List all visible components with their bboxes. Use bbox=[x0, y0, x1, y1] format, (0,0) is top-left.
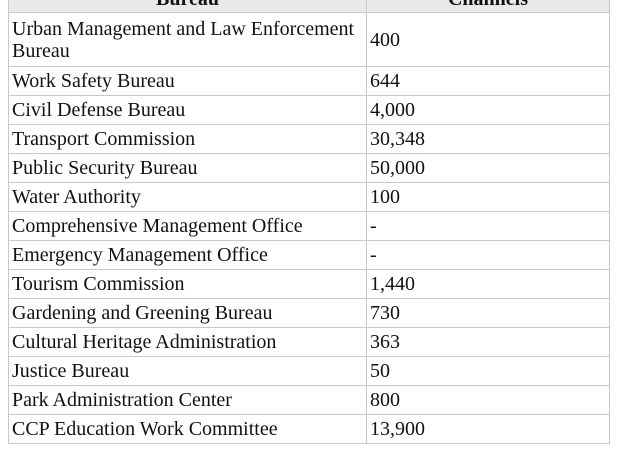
channels-cell: 50 bbox=[366, 356, 610, 386]
table-row: Justice Bureau 50 bbox=[8, 356, 610, 386]
bureau-cell: Park Administration Center bbox=[8, 385, 367, 415]
bureau-cell: Transport Commission bbox=[8, 124, 367, 154]
bureau-cell: Comprehensive Management Office bbox=[8, 211, 367, 241]
bureau-cell: Cultural Heritage Administration bbox=[8, 327, 367, 357]
table-row: Urban Management and Law Enforcement Bur… bbox=[8, 12, 610, 67]
channels-cell: 363 bbox=[366, 327, 610, 357]
bureau-cell: Tourism Commission bbox=[8, 269, 367, 299]
table-row: Civil Defense Bureau 4,000 bbox=[8, 95, 610, 125]
channels-cell: 730 bbox=[366, 298, 610, 328]
table-row: Park Administration Center 800 bbox=[8, 385, 610, 415]
bureau-cell: Urban Management and Law Enforcement Bur… bbox=[8, 12, 367, 67]
bureau-cell: Justice Bureau bbox=[8, 356, 367, 386]
data-table: Bureau Channels Urban Management and Law… bbox=[8, 0, 610, 444]
table-row: Public Security Bureau 50,000 bbox=[8, 153, 610, 183]
bureau-cell: Gardening and Greening Bureau bbox=[8, 298, 367, 328]
table-row: Emergency Management Office - bbox=[8, 240, 610, 270]
table-row: Comprehensive Management Office - bbox=[8, 211, 610, 241]
channels-cell: 1,440 bbox=[366, 269, 610, 299]
header-row: Bureau Channels bbox=[8, 0, 610, 13]
table-row: Gardening and Greening Bureau 730 bbox=[8, 298, 610, 328]
bureau-cell: Public Security Bureau bbox=[8, 153, 367, 183]
channels-cell: 4,000 bbox=[366, 95, 610, 125]
bureau-cell: Water Authority bbox=[8, 182, 367, 212]
channels-cell: 800 bbox=[366, 385, 610, 415]
bureau-cell: Work Safety Bureau bbox=[8, 66, 367, 96]
channels-cell: 400 bbox=[366, 12, 610, 67]
table-row: Transport Commission 30,348 bbox=[8, 124, 610, 154]
channels-cell: - bbox=[366, 240, 610, 270]
table-header: Bureau Channels bbox=[8, 0, 610, 13]
channels-cell: 30,348 bbox=[366, 124, 610, 154]
table-row: Water Authority 100 bbox=[8, 182, 610, 212]
bureau-cell: CCP Education Work Committee bbox=[8, 414, 367, 444]
header-cell: Channels bbox=[366, 0, 610, 13]
table-row: CCP Education Work Committee 13,900 bbox=[8, 414, 610, 444]
bureau-cell: Civil Defense Bureau bbox=[8, 95, 367, 125]
table-body: Urban Management and Law Enforcement Bur… bbox=[8, 12, 610, 444]
channels-cell: 50,000 bbox=[366, 153, 610, 183]
header-cell: Bureau bbox=[8, 0, 367, 13]
channels-cell: 100 bbox=[366, 182, 610, 212]
channels-cell: 644 bbox=[366, 66, 610, 96]
table-row: Cultural Heritage Administration 363 bbox=[8, 327, 610, 357]
channels-cell: 13,900 bbox=[366, 414, 610, 444]
table-row: Work Safety Bureau 644 bbox=[8, 66, 610, 96]
table-row: Tourism Commission 1,440 bbox=[8, 269, 610, 299]
bureau-cell: Emergency Management Office bbox=[8, 240, 367, 270]
channels-cell: - bbox=[366, 211, 610, 241]
